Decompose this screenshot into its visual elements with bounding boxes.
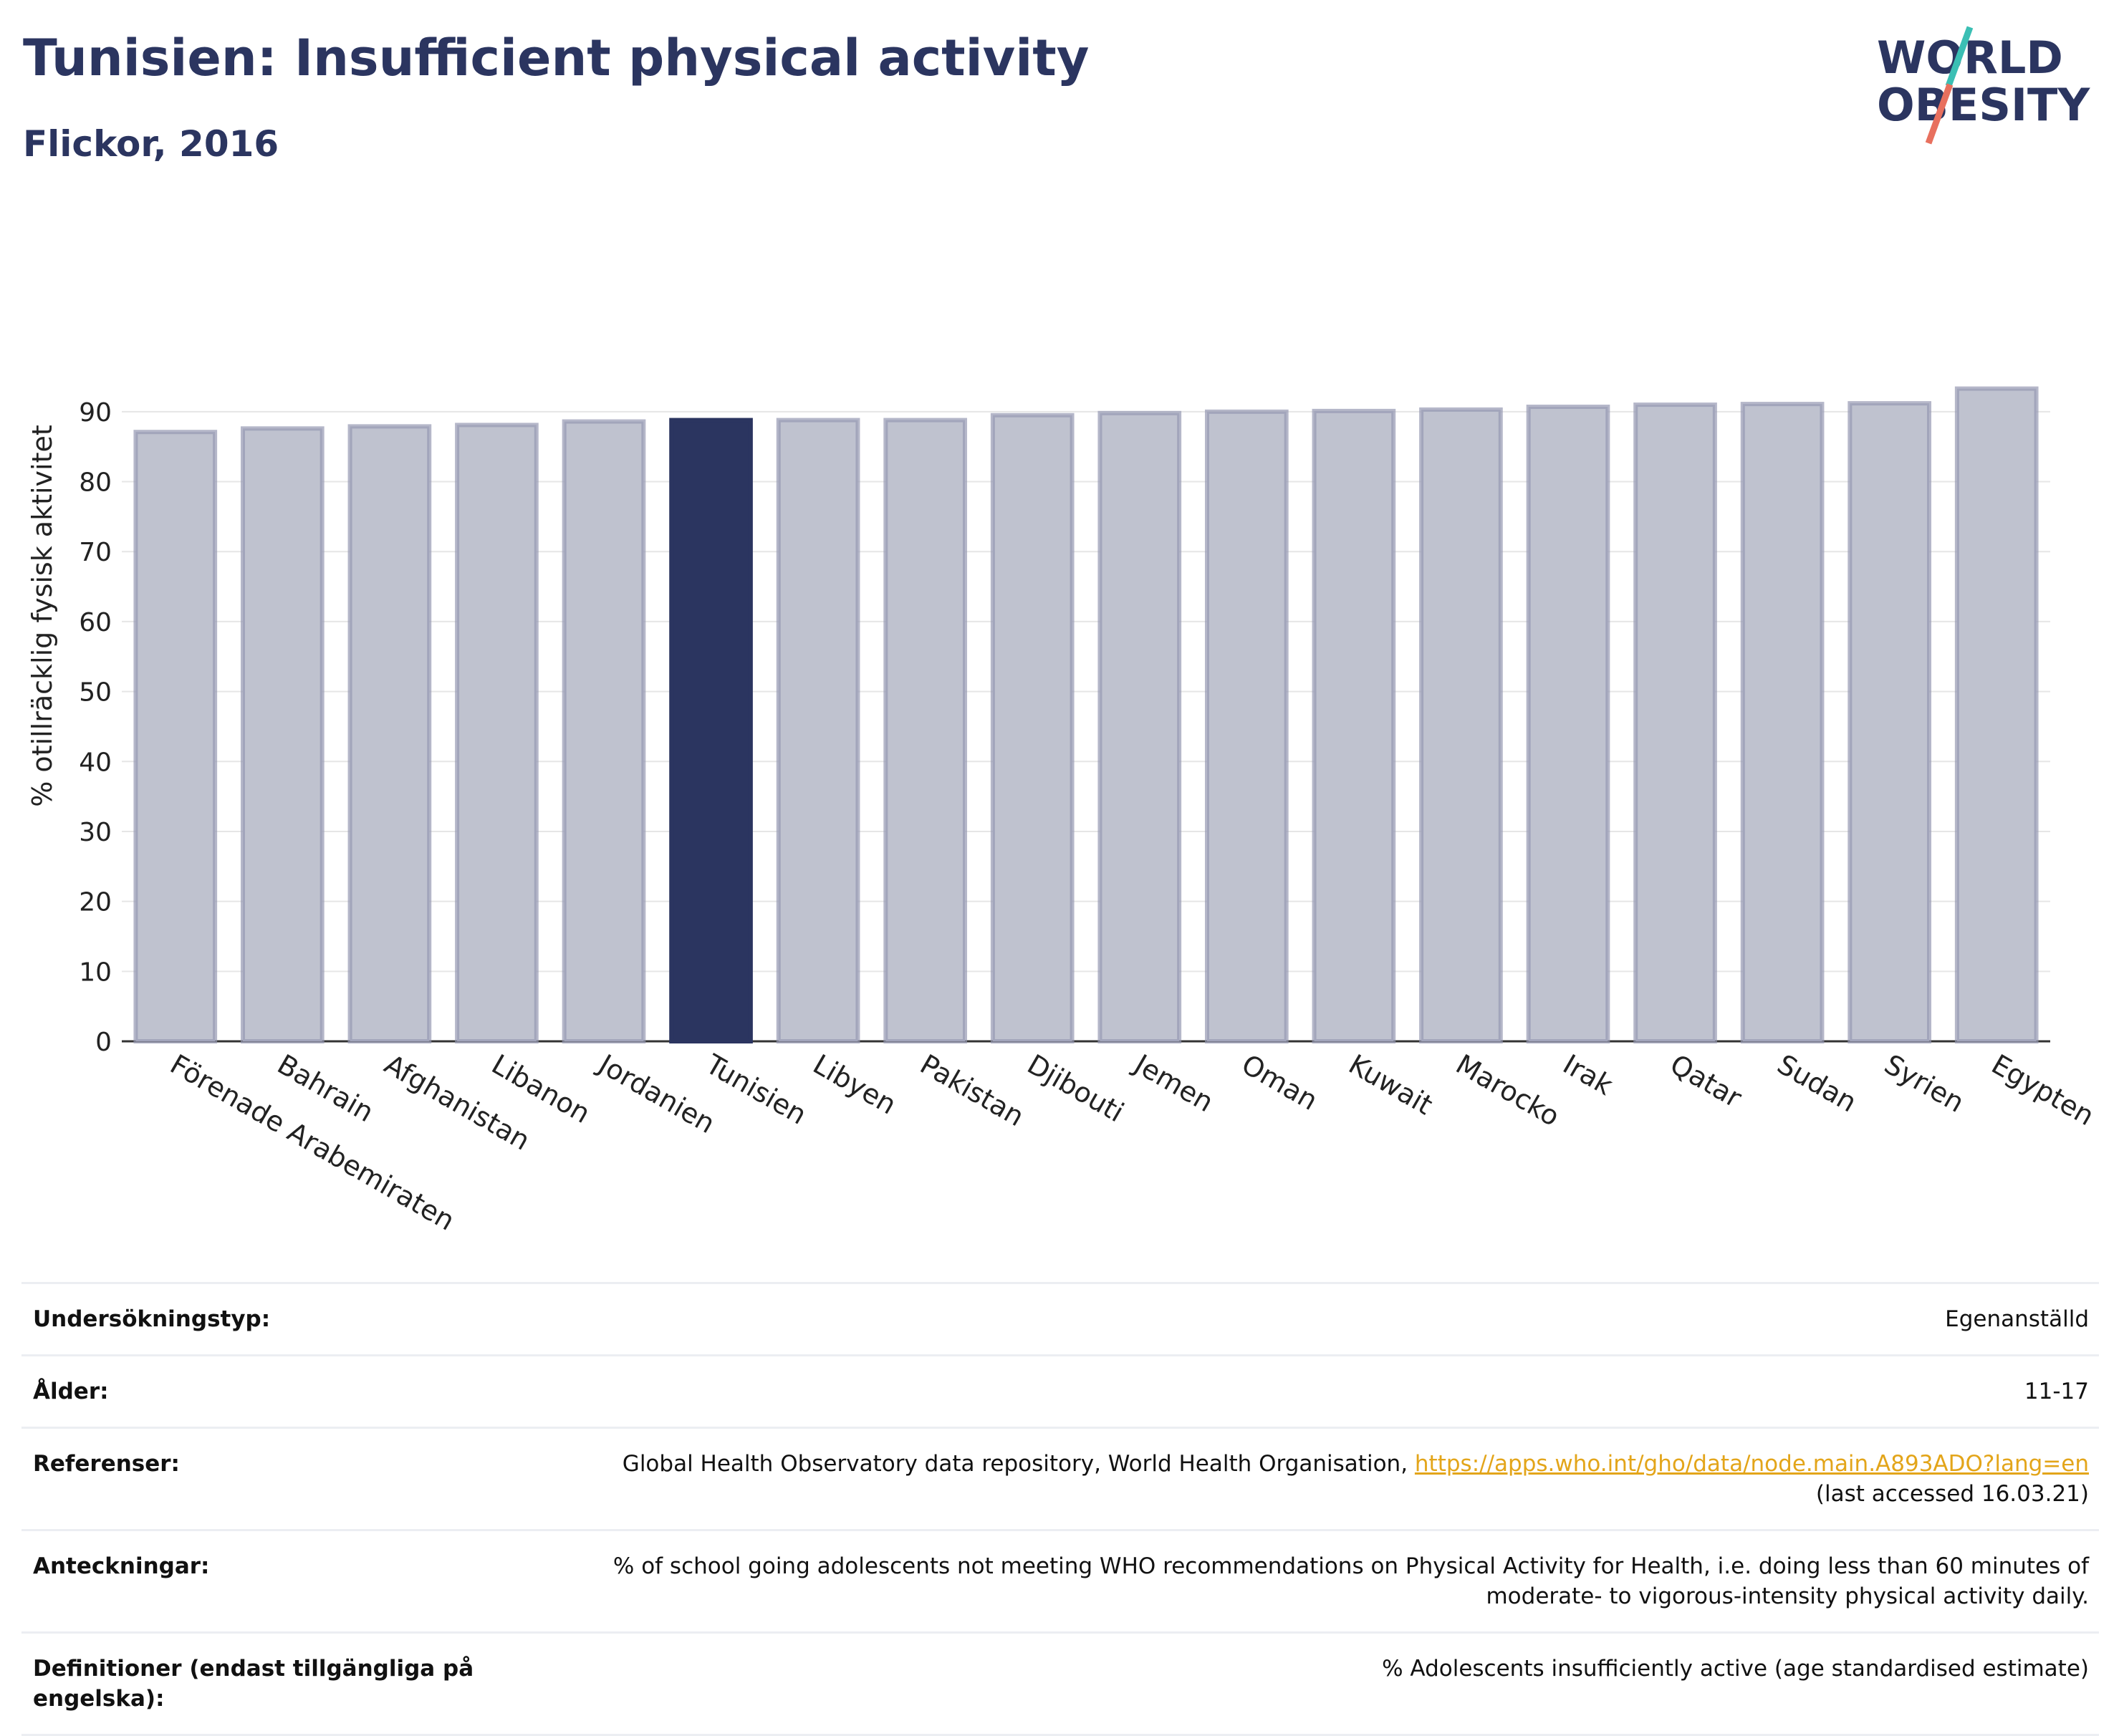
bar-oman [1204,409,1289,1043]
y-tick-label: 30 [79,818,112,847]
meta-value: % of school going adolescents not meetin… [612,1553,2089,1609]
bar-förenade-arabemiraten [133,430,218,1043]
logo-slash-top [1945,26,1974,87]
y-tick-label: 40 [79,748,112,777]
bar-sudan [1740,402,1825,1043]
bar-libyen [776,418,860,1043]
meta-row: Undersökningstyp: Egenanställd [21,1282,2099,1354]
x-tick-label: Irak [1558,1048,1618,1101]
bar-tunisien [669,418,753,1043]
chart-title: Tunisien: Insufficient physical activity [23,29,1090,87]
y-tick-label: 20 [79,888,112,917]
meta-label: Definitioner (endast tillgängliga på eng… [33,1656,474,1712]
x-tick-label: Jemen [1128,1048,1219,1119]
y-tick-label: 60 [79,608,112,637]
x-tick-label: Oman [1236,1048,1323,1117]
x-tick-label: Djibouti [1022,1048,1130,1129]
bar-chart: 0 10 20 30 40 50 60 70 80 90 Förenade Arabemirate… [27,386,2100,1237]
meta-row: Anteckningar: % of school going adolescen… [21,1529,2099,1631]
world-obesity-logo: WORLD OBESITY [1877,26,2090,145]
bar-pakistan [883,418,968,1043]
y-tick-label: 70 [79,538,112,567]
y-ticks: 0 10 20 30 40 50 60 70 80 90 [79,398,112,1057]
bar-afghanistan [347,424,432,1044]
bar-qatar [1633,402,1717,1043]
y-tick-label: 50 [79,678,112,708]
meta-row: Referenser: Global Health Observatory dat… [21,1427,2099,1529]
x-tick-label: Sudan [1772,1048,1863,1119]
x-tick-label: Marocko [1451,1048,1565,1133]
reference-link[interactable]: https://apps.who.int/gho/data/node.main.… [1414,1451,2089,1477]
bar-jordanien [562,419,646,1043]
y-tick-label: 80 [79,468,112,498]
x-tick-label: Pakistan [915,1048,1029,1133]
x-tick-label: Syrien [1879,1048,1969,1119]
logo-slash-bottom [1925,83,1954,145]
meta-value: Egenanställd [1945,1306,2089,1332]
bar-libanon [455,423,539,1043]
meta-label: Ålder: [33,1379,109,1404]
x-tick-label: Egypten [1986,1048,2100,1132]
y-tick-label: 90 [79,398,112,428]
bar-bahrain [240,426,325,1043]
x-tick-label: Qatar [1665,1048,1747,1114]
bar-irak [1526,405,1610,1043]
bar-djibouti [990,413,1075,1043]
x-tick-label: Jordanien [592,1048,721,1140]
logo-line2: OBESITY [1877,79,2090,131]
bar-kuwait [1312,408,1396,1044]
y-tick-label: 10 [79,958,112,987]
meta-value: % Adolescents insufficiently active (age… [1382,1656,2089,1682]
grid-layer [122,410,2050,1043]
y-axis-label: % otillräcklig fysisk aktivitet [27,425,58,807]
bar-marocko [1419,407,1503,1044]
logo-line1: WORLD [1877,32,2063,84]
bar-syrien [1847,401,1932,1043]
meta-value: 11-17 [2024,1379,2089,1404]
x-tick-label: Libyen [808,1048,902,1121]
meta-label: Anteckningar: [33,1553,210,1579]
y-tick-label: 0 [95,1028,112,1057]
metadata-table: Undersökningstyp: Egenanställd Ålder: 11-17… [21,1282,2099,1736]
chart-subtitle: Flickor, 2016 [23,123,279,165]
bars-layer [133,386,2039,1044]
bar-jemen [1097,410,1182,1043]
meta-value: Global Health Observatory data repositor… [622,1451,2089,1507]
meta-label: Referenser: [33,1451,180,1477]
bar-egypten [1954,386,2039,1043]
x-tick-label: Kuwait [1343,1048,1438,1122]
meta-row: Ålder: 11-17 [21,1354,2099,1427]
meta-label: Undersökningstyp: [33,1306,271,1332]
meta-row: Definitioner (endast tillgängliga på eng… [21,1631,2099,1736]
